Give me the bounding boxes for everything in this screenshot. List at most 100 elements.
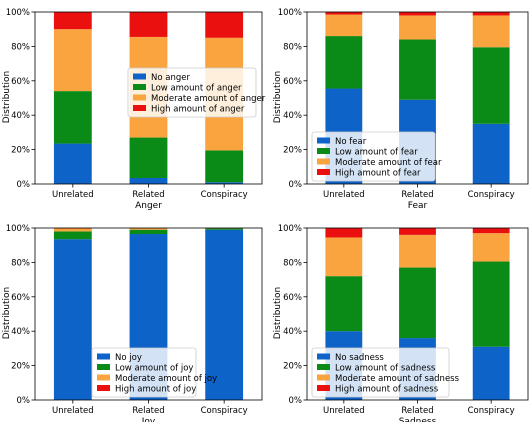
- bar-segment-conspiracy-no-joy: [205, 229, 244, 400]
- bar-segment-related-low-amount-of-sadness: [399, 267, 436, 339]
- bar-segment-related-moderate-amount-of-fear: [399, 15, 436, 40]
- legend-swatch-moderate-amount-of-anger: [133, 94, 146, 101]
- legend-swatch-high-amount-of-anger: [133, 105, 146, 111]
- legend-entry-no-sadness: No sadness: [335, 353, 384, 363]
- bar-segment-related-low-amount-of-joy: [129, 229, 168, 235]
- y-tick-label: 0%: [289, 180, 303, 190]
- bar-segment-conspiracy-low-amount-of-joy: [205, 228, 244, 230]
- x-axis-label: Sadness: [399, 417, 437, 422]
- legend-swatch-moderate-amount-of-joy: [97, 374, 110, 381]
- legend-entry-low-amount-of-joy: Low amount of joy: [115, 364, 193, 374]
- x-tick-label-conspiracy: Conspiracy: [201, 190, 248, 200]
- y-axis-label: Distribution: [273, 71, 283, 124]
- x-tick-label-unrelated: Unrelated: [52, 190, 94, 200]
- x-tick-label-related: Related: [401, 190, 433, 200]
- y-tick-label: 40%: [11, 327, 30, 337]
- y-tick-label: 80%: [11, 42, 30, 52]
- x-tick-label-related: Related: [132, 406, 164, 416]
- axes-frame: [34, 11, 263, 185]
- x-axis-label: Fear: [408, 201, 428, 211]
- legend-entry-moderate-amount-of-anger: Moderate amount of anger: [151, 94, 266, 104]
- legend-swatch-no-fear: [317, 137, 330, 144]
- bar-segment-conspiracy-moderate-amount-of-fear: [472, 15, 510, 48]
- bar-segment-unrelated-moderate-amount-of-anger: [53, 29, 92, 92]
- legend-entry-no-fear: No fear: [335, 137, 367, 147]
- x-axis-label: Joy: [141, 417, 156, 422]
- y-tick-label: 40%: [11, 111, 30, 121]
- x-tick-label-related: Related: [132, 190, 164, 200]
- bar-segment-conspiracy-moderate-amount-of-sadness: [472, 233, 510, 262]
- legend-box: [91, 347, 197, 398]
- axes-frame: [306, 11, 529, 185]
- y-tick-label: 80%: [283, 258, 302, 268]
- y-tick-label: 100%: [278, 224, 302, 234]
- bar-segment-unrelated-low-amount-of-fear: [325, 36, 363, 89]
- x-tick-label-conspiracy: Conspiracy: [201, 406, 248, 416]
- bar-segment-unrelated-high-amount-of-anger: [53, 12, 92, 30]
- x-tick-label-conspiracy: Conspiracy: [468, 190, 515, 200]
- legend-swatch-no-joy: [97, 353, 110, 360]
- bar-segment-unrelated-high-amount-of-fear: [325, 12, 363, 15]
- legend-entry-moderate-amount-of-sadness: Moderate amount of sadness: [335, 374, 460, 384]
- legend-entry-high-amount-of-anger: High amount of anger: [151, 105, 245, 115]
- bar-segment-unrelated-high-amount-of-sadness: [325, 228, 363, 238]
- y-tick-label: 100%: [278, 8, 302, 18]
- bar-segment-unrelated-moderate-amount-of-fear: [325, 14, 363, 37]
- legend-entry-high-amount-of-sadness: High amount of sadness: [335, 385, 439, 395]
- panel-anger: Unrelated Related Conspiracy 0% 20% 40% 60% 80%…: [2, 8, 266, 211]
- legend-swatch-no-anger: [133, 73, 146, 80]
- legend-entry-high-amount-of-joy: High amount of joy: [115, 385, 196, 395]
- legend-swatch-high-amount-of-fear: [317, 169, 330, 175]
- bar-segment-conspiracy-low-amount-of-fear: [472, 47, 510, 124]
- bar-segment-unrelated-low-amount-of-anger: [53, 91, 92, 144]
- x-tick-label-related: Related: [401, 406, 433, 416]
- bar-segment-conspiracy-no-anger: [205, 182, 244, 184]
- x-tick-label-unrelated: Unrelated: [323, 406, 365, 416]
- legend-swatch-low-amount-of-joy: [97, 364, 110, 370]
- panel-sadness: Unrelated Related Conspiracy 0% 20% 40% 60% 80%…: [273, 224, 529, 422]
- bar-segment-conspiracy-low-amount-of-sadness: [472, 261, 510, 347]
- legend-swatch-moderate-amount-of-sadness: [317, 374, 330, 381]
- bar-segment-related-moderate-amount-of-joy: [129, 228, 168, 230]
- bar-segment-related-moderate-amount-of-sadness: [399, 234, 436, 268]
- y-tick-label: 80%: [11, 258, 30, 268]
- bar-segment-related-low-amount-of-anger: [129, 137, 168, 178]
- legend-box: [311, 347, 450, 398]
- legend-swatch-high-amount-of-sadness: [317, 385, 330, 391]
- y-tick-label: 20%: [11, 146, 30, 156]
- legend-box: [127, 67, 257, 118]
- bar-segment-related-high-amount-of-sadness: [399, 228, 436, 235]
- legend-entry-high-amount-of-fear: High amount of fear: [335, 169, 421, 179]
- axes-frame: [34, 227, 263, 401]
- y-tick-label: 60%: [11, 293, 30, 303]
- y-axis-label: Distribution: [2, 287, 12, 340]
- y-axis-label: Distribution: [2, 71, 12, 124]
- x-tick-label-unrelated: Unrelated: [323, 190, 365, 200]
- bar-segment-related-low-amount-of-fear: [399, 39, 436, 100]
- x-tick-label-unrelated: Unrelated: [52, 406, 94, 416]
- y-tick-label: 100%: [6, 224, 30, 234]
- legend-entry-low-amount-of-anger: Low amount of anger: [151, 84, 242, 94]
- legend-swatch-no-sadness: [317, 353, 330, 360]
- y-axis-label: Distribution: [273, 287, 283, 340]
- y-tick-label: 40%: [283, 327, 302, 337]
- legend-swatch-moderate-amount-of-fear: [317, 158, 330, 165]
- y-tick-label: 60%: [283, 77, 302, 87]
- bar-segment-conspiracy-low-amount-of-anger: [205, 150, 244, 183]
- panel-joy: Unrelated Related Conspiracy 0% 20% 40% 60% 80%…: [2, 224, 263, 422]
- bar-segment-conspiracy-high-amount-of-fear: [472, 12, 510, 16]
- panel-fear: Unrelated Related Conspiracy 0% 20% 40% 60% 80%…: [273, 8, 529, 211]
- y-tick-label: 100%: [6, 8, 30, 18]
- y-tick-label: 0%: [289, 396, 303, 406]
- legend-swatch-low-amount-of-sadness: [317, 364, 330, 370]
- legend-entry-moderate-amount-of-fear: Moderate amount of fear: [335, 158, 442, 168]
- bar-segment-conspiracy-high-amount-of-anger: [205, 12, 244, 38]
- bar-segment-unrelated-moderate-amount-of-joy: [53, 228, 92, 232]
- bar-segment-unrelated-no-anger: [53, 143, 92, 184]
- y-tick-label: 40%: [283, 111, 302, 121]
- y-tick-label: 20%: [11, 362, 30, 372]
